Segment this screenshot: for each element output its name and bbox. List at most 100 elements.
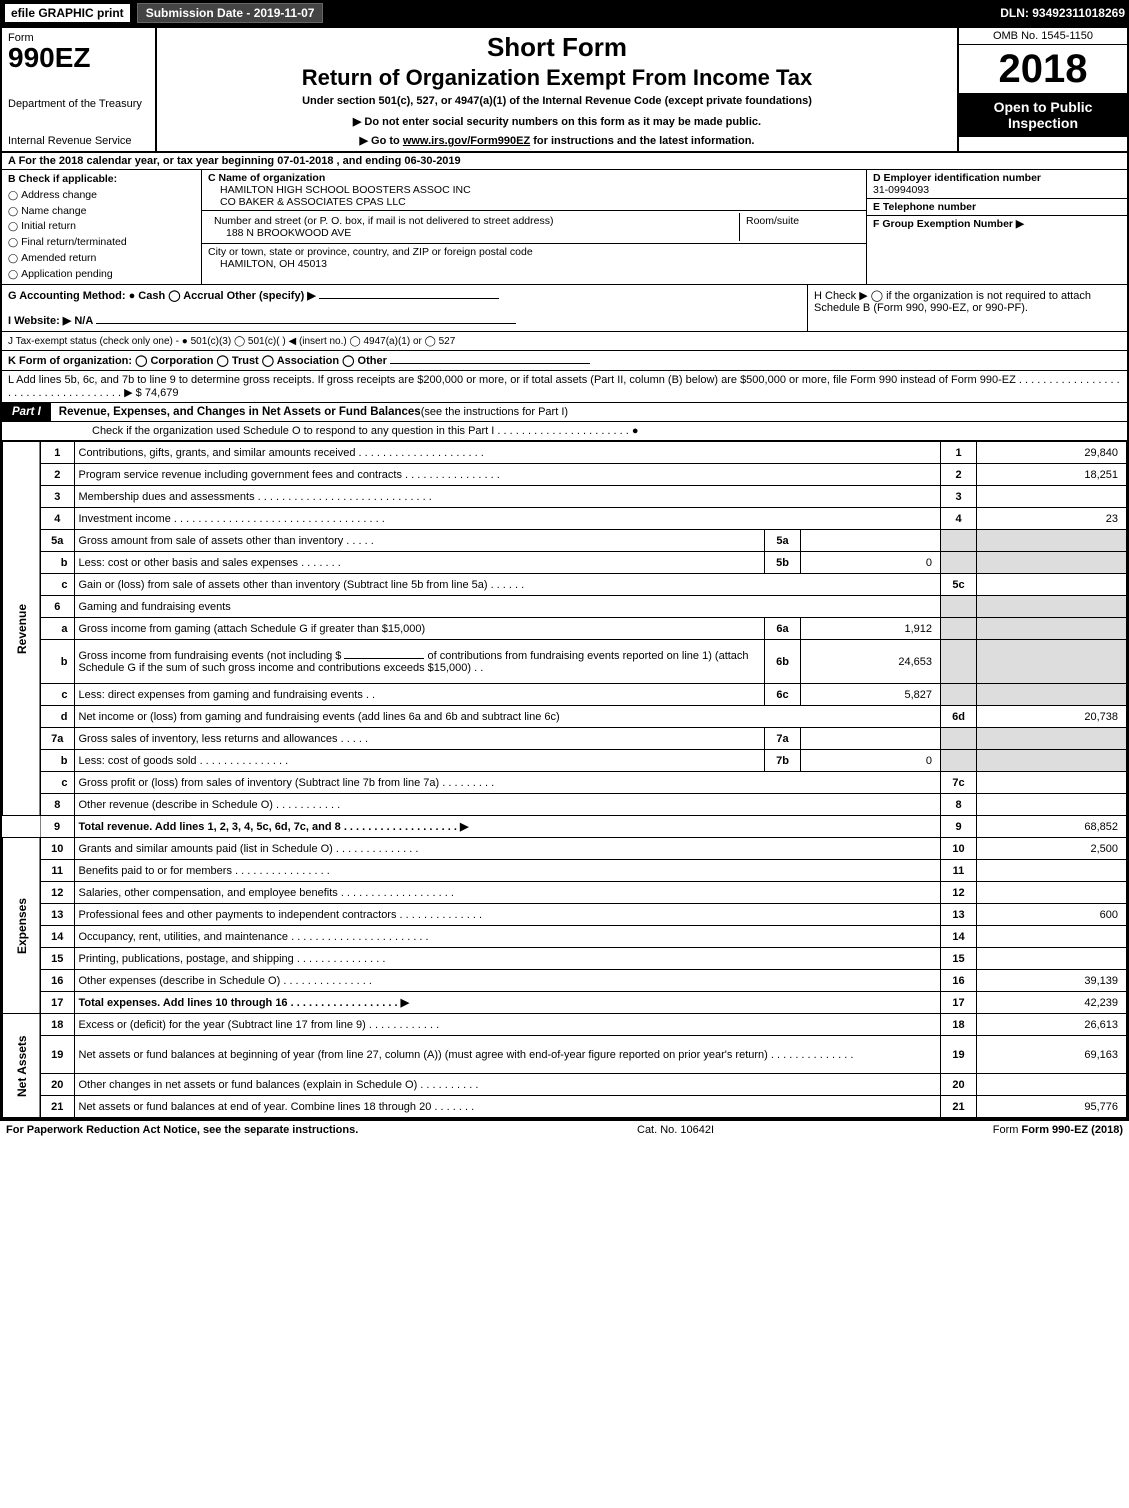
e-phone-block: E Telephone number bbox=[867, 199, 1127, 216]
k-other-input[interactable] bbox=[390, 363, 590, 364]
l7c-coln: 7c bbox=[941, 772, 977, 794]
line-6: 6 Gaming and fundraising events bbox=[3, 596, 1127, 618]
l9-desc: Total revenue. Add lines 1, 2, 3, 4, 5c,… bbox=[74, 816, 941, 838]
part-1-check: Check if the organization used Schedule … bbox=[2, 422, 1127, 441]
line-1: Revenue 1 Contributions, gifts, grants, … bbox=[3, 442, 1127, 464]
notice-goto: ▶ Go to www.irs.gov/Form990EZ for instru… bbox=[165, 134, 949, 147]
line-11: 11 Benefits paid to or for members . . .… bbox=[3, 860, 1127, 882]
l7b-desc: Less: cost of goods sold . . . . . . . .… bbox=[74, 750, 765, 772]
l11-num: 11 bbox=[40, 860, 74, 882]
line-7a: 7a Gross sales of inventory, less return… bbox=[3, 728, 1127, 750]
l5a-desc: Gross amount from sale of assets other t… bbox=[74, 530, 765, 552]
irs-link[interactable]: www.irs.gov/Form990EZ bbox=[403, 135, 530, 147]
form-990ez: Form 990EZ Department of the Treasury In… bbox=[0, 26, 1129, 1120]
l11-desc: Benefits paid to or for members . . . . … bbox=[74, 860, 941, 882]
l3-desc: Membership dues and assessments . . . . … bbox=[74, 486, 941, 508]
line-8: 8 Other revenue (describe in Schedule O)… bbox=[3, 794, 1127, 816]
l8-desc: Other revenue (describe in Schedule O) .… bbox=[74, 794, 941, 816]
l8-num: 8 bbox=[40, 794, 74, 816]
l6b-iv: 24,653 bbox=[801, 640, 941, 684]
l17-num: 17 bbox=[40, 992, 74, 1014]
form-header: Form 990EZ Department of the Treasury In… bbox=[2, 28, 1127, 153]
e-phone-label: E Telephone number bbox=[873, 201, 976, 213]
l17-desc: Total expenses. Add lines 10 through 16 … bbox=[74, 992, 941, 1014]
l7b-num: b bbox=[40, 750, 74, 772]
line-2: 2 Program service revenue including gove… bbox=[3, 464, 1127, 486]
l19-desc: Net assets or fund balances at beginning… bbox=[74, 1036, 941, 1074]
c-city-label: City or town, state or province, country… bbox=[208, 246, 533, 258]
d-ein-block: D Employer identification number 31-0994… bbox=[867, 170, 1127, 199]
l4-desc: Investment income . . . . . . . . . . . … bbox=[74, 508, 941, 530]
l12-num: 12 bbox=[40, 882, 74, 904]
l6d-coln: 6d bbox=[941, 706, 977, 728]
l6c-shade-n bbox=[941, 684, 977, 706]
l-value: 74,679 bbox=[145, 387, 179, 399]
line-9: 9 Total revenue. Add lines 1, 2, 3, 4, 5… bbox=[3, 816, 1127, 838]
line-17: 17 Total expenses. Add lines 10 through … bbox=[3, 992, 1127, 1014]
l21-desc: Net assets or fund balances at end of ye… bbox=[74, 1096, 941, 1118]
l6a-num: a bbox=[40, 618, 74, 640]
l14-val bbox=[977, 926, 1127, 948]
l5b-desc: Less: cost or other basis and sales expe… bbox=[74, 552, 765, 574]
col-b-checkboxes: B Check if applicable: Address change Na… bbox=[2, 170, 202, 284]
d-ein-value: 31-0994093 bbox=[873, 184, 929, 196]
i-website-label: I Website: ▶ N/A bbox=[8, 315, 93, 327]
c-addr-block: Number and street (or P. O. box, if mail… bbox=[202, 211, 866, 244]
l6c-iv: 5,827 bbox=[801, 684, 941, 706]
l6d-num: d bbox=[40, 706, 74, 728]
part-1-tab: Part I bbox=[2, 403, 51, 421]
l10-num: 10 bbox=[40, 838, 74, 860]
chk-initial-return[interactable]: Initial return bbox=[8, 219, 195, 235]
line-15: 15 Printing, publications, postage, and … bbox=[3, 948, 1127, 970]
col-d-e-f: D Employer identification number 31-0994… bbox=[867, 170, 1127, 284]
chk-application-pending[interactable]: Application pending bbox=[8, 267, 195, 283]
l14-coln: 14 bbox=[941, 926, 977, 948]
chk-amended-return[interactable]: Amended return bbox=[8, 251, 195, 267]
l5a-in: 5a bbox=[765, 530, 801, 552]
efile-print-button[interactable]: efile GRAPHIC print bbox=[4, 3, 131, 23]
l6-shade-v bbox=[977, 596, 1127, 618]
l5a-shade-n bbox=[941, 530, 977, 552]
l5b-num: b bbox=[40, 552, 74, 574]
l6b-blank[interactable] bbox=[344, 658, 424, 659]
row-j: J Tax-exempt status (check only one) - ●… bbox=[2, 332, 1127, 351]
chk-address-change[interactable]: Address change bbox=[8, 188, 195, 204]
chk-name-change[interactable]: Name change bbox=[8, 204, 195, 220]
header-right: OMB No. 1545-1150 2018 Open to Public In… bbox=[957, 28, 1127, 151]
l13-desc: Professional fees and other payments to … bbox=[74, 904, 941, 926]
line-6b: b Gross income from fundraising events (… bbox=[3, 640, 1127, 684]
row-k: K Form of organization: ◯ Corporation ◯ … bbox=[2, 351, 1127, 371]
g-accounting: G Accounting Method: ● Cash ◯ Accrual Ot… bbox=[2, 285, 807, 331]
l10-desc: Grants and similar amounts paid (list in… bbox=[74, 838, 941, 860]
l7c-desc: Gross profit or (loss) from sales of inv… bbox=[74, 772, 941, 794]
l7c-num: c bbox=[40, 772, 74, 794]
part-1-sub: (see the instructions for Part I) bbox=[421, 406, 568, 418]
l4-coln: 4 bbox=[941, 508, 977, 530]
l19-coln: 19 bbox=[941, 1036, 977, 1074]
title-short-form: Short Form bbox=[165, 32, 949, 63]
l12-coln: 12 bbox=[941, 882, 977, 904]
submission-date-button[interactable]: Submission Date - 2019-11-07 bbox=[137, 3, 324, 23]
l4-val: 23 bbox=[977, 508, 1127, 530]
l6-num: 6 bbox=[40, 596, 74, 618]
l4-num: 4 bbox=[40, 508, 74, 530]
chk-final-return[interactable]: Final return/terminated bbox=[8, 235, 195, 251]
l5c-desc: Gain or (loss) from sale of assets other… bbox=[74, 574, 941, 596]
i-website-input[interactable] bbox=[96, 323, 516, 324]
line-7c: c Gross profit or (loss) from sales of i… bbox=[3, 772, 1127, 794]
header-center: Short Form Return of Organization Exempt… bbox=[157, 28, 957, 151]
g-other-input[interactable] bbox=[319, 298, 499, 299]
footer-left: For Paperwork Reduction Act Notice, see … bbox=[6, 1124, 358, 1136]
l3-val bbox=[977, 486, 1127, 508]
l6b-shade-n bbox=[941, 640, 977, 684]
l20-desc: Other changes in net assets or fund bala… bbox=[74, 1074, 941, 1096]
section-expenses: Expenses bbox=[3, 838, 41, 1014]
line-14: 14 Occupancy, rent, utilities, and maint… bbox=[3, 926, 1127, 948]
line-19: 19 Net assets or fund balances at beginn… bbox=[3, 1036, 1127, 1074]
l7b-in: 7b bbox=[765, 750, 801, 772]
l6a-desc: Gross income from gaming (attach Schedul… bbox=[74, 618, 765, 640]
l7a-shade-v bbox=[977, 728, 1127, 750]
l12-val bbox=[977, 882, 1127, 904]
l5b-shade-n bbox=[941, 552, 977, 574]
line-a-end: 06-30-2019 bbox=[404, 155, 460, 167]
